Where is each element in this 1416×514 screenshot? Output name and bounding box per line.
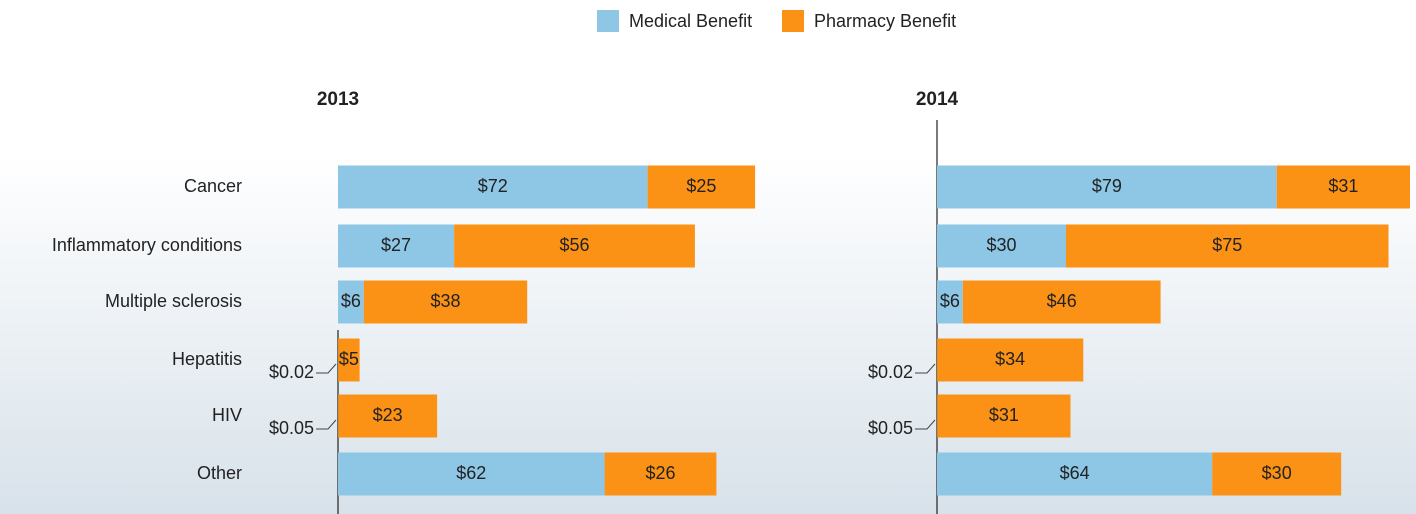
bar-segment	[338, 165, 648, 209]
legend-swatch	[597, 10, 619, 32]
category-label: HIV	[212, 405, 242, 425]
bar-segment	[338, 280, 364, 324]
panel-title: 2014	[916, 89, 959, 110]
bar-segment	[1066, 224, 1389, 268]
bar-segment	[454, 224, 695, 268]
value-label: $64	[1060, 463, 1090, 483]
value-label: $0.05	[269, 418, 314, 438]
value-label: $30	[1262, 463, 1292, 483]
leader-line	[915, 419, 936, 430]
bar-segment	[338, 224, 455, 268]
bar-segment	[937, 338, 1084, 382]
value-label: $0.02	[269, 362, 314, 382]
category-label: Hepatitis	[172, 349, 242, 369]
bar-segment	[937, 224, 1066, 268]
value-label: $75	[1212, 235, 1242, 255]
bar-segment	[962, 280, 1161, 324]
bar-segment	[647, 165, 756, 209]
value-label: $79	[1092, 176, 1122, 196]
value-label: $26	[645, 463, 675, 483]
bar-segment	[1276, 165, 1410, 209]
value-label: $31	[989, 405, 1019, 425]
bar-segment	[937, 280, 963, 324]
leader-line	[316, 419, 337, 430]
value-label: $5	[339, 349, 359, 369]
value-label: $27	[381, 235, 411, 255]
value-label: $0.05	[868, 418, 913, 438]
value-label: $46	[1047, 291, 1077, 311]
value-label: $6	[940, 291, 960, 311]
legend-label: Pharmacy Benefit	[814, 11, 956, 31]
value-label: $31	[1328, 176, 1358, 196]
value-label: $34	[995, 349, 1025, 369]
bar-segment	[338, 394, 438, 438]
bar-segment	[363, 280, 528, 324]
value-label: $30	[986, 235, 1016, 255]
value-label: $56	[559, 235, 589, 255]
value-label: $38	[430, 291, 460, 311]
leader-line	[316, 363, 337, 374]
category-label: Inflammatory conditions	[52, 235, 242, 255]
bar-segment	[604, 452, 717, 496]
value-label: $25	[686, 176, 716, 196]
bar-segment	[937, 394, 1071, 438]
value-label: $62	[456, 463, 486, 483]
leader-line	[915, 363, 936, 374]
bar-segment	[338, 338, 360, 382]
value-label: $23	[373, 405, 403, 425]
legend-label: Medical Benefit	[629, 11, 752, 31]
bar-segment	[937, 165, 1277, 209]
category-label: Multiple sclerosis	[105, 291, 242, 311]
category-label: Other	[197, 463, 242, 483]
value-label: $72	[478, 176, 508, 196]
value-label: $6	[341, 291, 361, 311]
bar-segment	[1212, 452, 1342, 496]
legend-swatch	[782, 10, 804, 32]
bar-segment	[338, 452, 605, 496]
category-label: Cancer	[184, 176, 242, 196]
value-label: $0.02	[868, 362, 913, 382]
bar-segment	[937, 452, 1213, 496]
panel-title: 2013	[317, 89, 359, 110]
